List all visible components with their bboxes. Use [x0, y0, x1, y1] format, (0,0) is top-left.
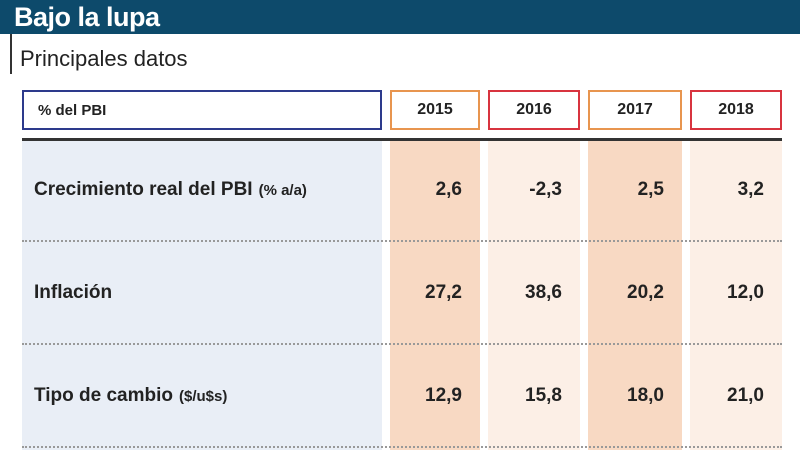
- value-cell: 15,8: [525, 385, 562, 406]
- row-label: Crecimiento real del PBI (% a/a): [34, 170, 379, 210]
- rule: [22, 138, 782, 141]
- column-header: % del PBI: [22, 90, 382, 130]
- column-bg: [690, 138, 782, 450]
- value-cell: 12,9: [425, 385, 462, 406]
- value-cell: -2,3: [529, 179, 562, 200]
- accent-line: [10, 34, 12, 74]
- column-header: 2017: [588, 90, 682, 130]
- column-header: 2015: [390, 90, 480, 130]
- value-cell: 3,2: [737, 179, 764, 200]
- value-cell: 20,2: [627, 282, 664, 303]
- value-cell: 2,6: [435, 179, 462, 200]
- row-separator: [22, 446, 782, 448]
- label-unit: (% a/a): [258, 181, 307, 199]
- label-text: Tipo de cambio: [34, 385, 174, 406]
- row-label: Tipo de cambio ($/u$s): [34, 376, 379, 416]
- column-header: 2018: [690, 90, 782, 130]
- column-bg: [390, 138, 480, 450]
- label-text: Crecimiento real del PBI: [34, 179, 253, 200]
- label-unit: ($/u$s): [179, 387, 228, 405]
- row-label: Inflación: [34, 273, 379, 313]
- title-bar: [0, 0, 800, 34]
- column-header: 2016: [488, 90, 580, 130]
- value-cell: 38,6: [525, 282, 562, 303]
- title: Bajo la lupa: [14, 2, 160, 32]
- value-cell: 21,0: [727, 385, 764, 406]
- label-text: Inflación: [34, 282, 113, 303]
- value-cell: 12,0: [727, 282, 764, 303]
- row-separator: [22, 240, 782, 242]
- column-bg: [22, 138, 382, 450]
- value-cell: 27,2: [425, 282, 462, 303]
- column-bg: [588, 138, 682, 450]
- value-cell: 18,0: [627, 385, 664, 406]
- column-bg: [488, 138, 580, 450]
- subtitle: Principales datos: [20, 46, 188, 71]
- value-cell: 2,5: [637, 179, 664, 200]
- row-separator: [22, 343, 782, 345]
